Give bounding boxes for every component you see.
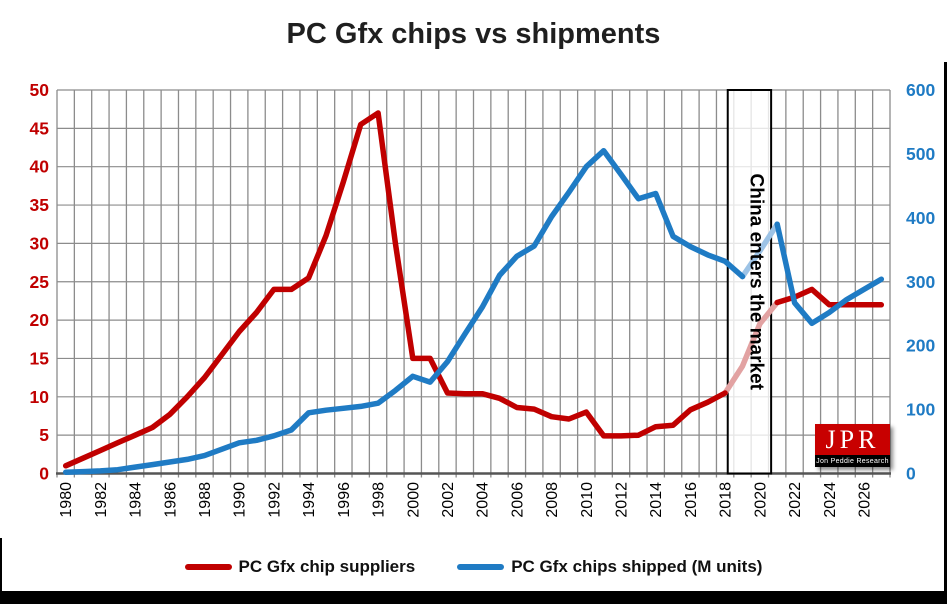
x-tick: 1984 [128, 482, 145, 518]
x-tick: 2004 [475, 482, 492, 518]
y-right-tick: 500 [906, 144, 935, 164]
x-tick: 1996 [336, 482, 353, 518]
y-right-tick: 400 [906, 208, 935, 228]
x-tick: 1990 [232, 482, 249, 518]
y-left-tick: 45 [30, 118, 50, 138]
jpr-logo-subtext: Jon Peddie Research [815, 455, 890, 467]
y-left-tick: 20 [30, 310, 50, 330]
legend-label-shipments: PC Gfx chips shipped (M units) [511, 557, 763, 576]
x-tick: 2024 [822, 482, 839, 518]
y-right-tick: 300 [906, 272, 935, 292]
y-right-tick: 0 [906, 464, 916, 484]
chart-canvas: China enters the market 0 5 10 15 20 25 30 35 40 4… [30, 80, 936, 518]
gridlines [56, 89, 891, 478]
y-right-tick-labels: 0 100 200 300 400 500 600 [906, 80, 935, 484]
shipments-line-cont [774, 221, 885, 327]
y-right-tick: 600 [906, 80, 935, 100]
suppliers-line-highlight [722, 299, 780, 396]
x-tick: 2026 [856, 482, 873, 518]
frame-bottom-bar [0, 591, 947, 604]
x-tick: 1986 [162, 482, 179, 518]
legend-item-shipments: PC Gfx chips shipped (M units) [457, 557, 762, 577]
x-tick: 2022 [787, 482, 804, 518]
x-tick: 1992 [266, 482, 283, 518]
legend: PC Gfx chip suppliers PC Gfx chips shipp… [0, 557, 947, 577]
x-tick: 2020 [752, 482, 769, 518]
y-left-tick: 5 [39, 425, 49, 445]
x-tick: 2010 [579, 482, 596, 518]
x-tick-labels: 1980 1982 1984 1986 1988 1990 1992 1994 1996 1998… [58, 482, 873, 518]
y-left-tick: 50 [30, 80, 50, 100]
y-left-tick: 30 [30, 233, 50, 253]
annotation-box [726, 89, 773, 475]
x-tick: 2018 [718, 482, 735, 518]
x-tick: 1998 [371, 482, 388, 518]
annotation-text: China enters the market [745, 174, 766, 391]
x-tick: 1994 [301, 482, 318, 518]
x-tick: 2016 [683, 482, 700, 518]
y-left-tick: 15 [30, 348, 50, 368]
y-right-tick: 200 [906, 336, 935, 356]
y-left-tick: 0 [39, 464, 49, 484]
y-left-tick: 25 [30, 272, 50, 292]
x-tick: 1982 [93, 482, 110, 518]
legend-swatch-suppliers [184, 564, 232, 570]
y-left-tick-labels: 0 5 10 15 20 25 30 35 40 45 50 [30, 80, 50, 484]
y-left-tick: 40 [30, 157, 50, 177]
x-tick: 2012 [614, 482, 631, 518]
legend-swatch-shipments [457, 564, 505, 570]
x-tick: 2006 [509, 482, 526, 518]
frame-left-border [0, 538, 2, 604]
x-tick: 1980 [58, 482, 75, 518]
x-tick: 2000 [405, 482, 422, 518]
legend-item-suppliers: PC Gfx chip suppliers [184, 557, 416, 577]
x-tick: 2002 [440, 482, 457, 518]
y-left-tick: 35 [30, 195, 50, 215]
x-tick: 2014 [648, 482, 665, 518]
jpr-logo-mark: JPR [815, 424, 890, 455]
x-tick: 2008 [544, 482, 561, 518]
shipments-line [62, 147, 746, 475]
suppliers-line [62, 110, 728, 469]
chart-title: PC Gfx chips vs shipments [286, 18, 661, 50]
legend-label-suppliers: PC Gfx chip suppliers [238, 557, 416, 576]
jpr-logo: JPR Jon Peddie Research [815, 424, 890, 467]
shipments-line-highlight [739, 221, 780, 280]
frame-right-border [944, 62, 947, 604]
x-tick: 1988 [197, 482, 214, 518]
y-right-tick: 100 [906, 400, 935, 420]
y-left-tick: 10 [30, 387, 50, 407]
